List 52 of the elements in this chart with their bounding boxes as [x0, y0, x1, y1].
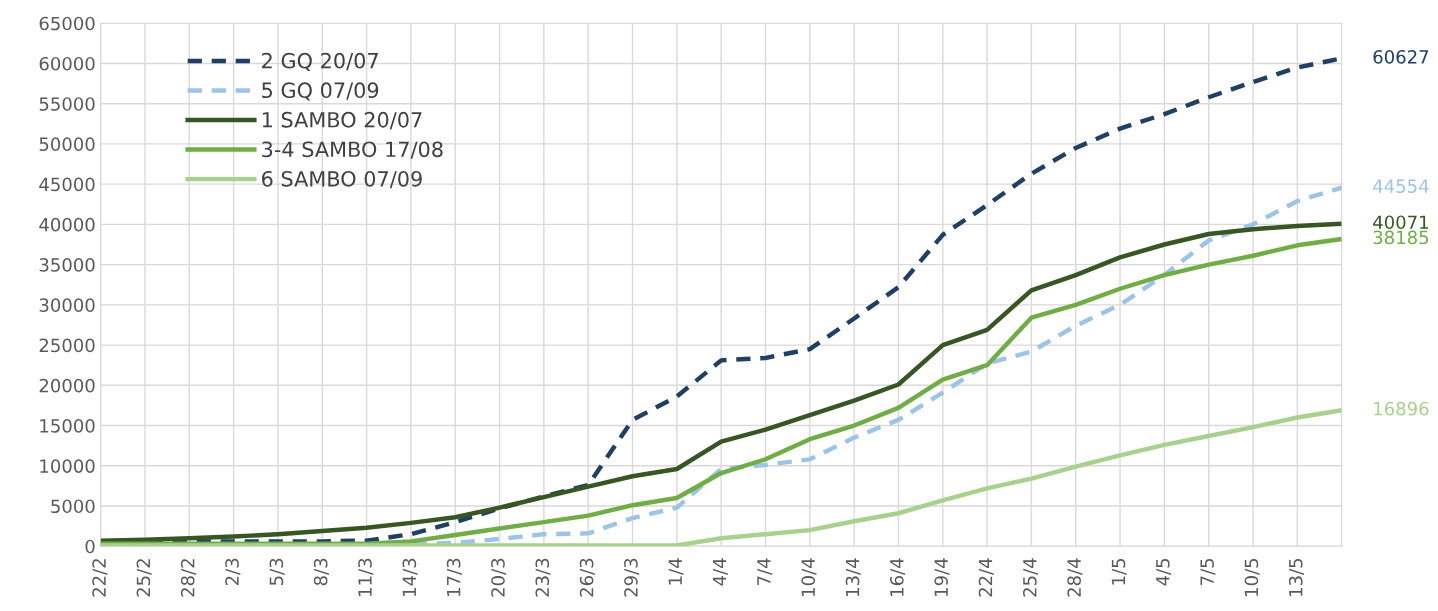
x-tick-label: 22/4: [978, 558, 994, 597]
x-tick-label: 28/4: [1067, 558, 1083, 597]
legend-label: 5 GQ 07/09: [262, 82, 379, 101]
x-tick-label: 11/3: [358, 558, 374, 596]
data-label: 40071: [1373, 215, 1428, 230]
data-label: 44554: [1373, 179, 1429, 193]
x-tick-label: 17/3: [446, 558, 462, 596]
legend-label: 2 GQ 20/07: [262, 52, 378, 71]
legend-label: 1 SAMBO 20/07: [262, 111, 422, 130]
x-tick-label: 8/3: [313, 558, 329, 586]
x-tick-label: 2/3: [225, 558, 241, 586]
x-tick-label: 29/3: [624, 558, 640, 597]
x-tick-label: 5/3: [269, 558, 285, 586]
x-tick-label: 4/4: [712, 558, 728, 586]
x-tick-label: 25/4: [1022, 558, 1039, 597]
x-tick-label: 1/5: [1111, 558, 1127, 585]
x-tick-label: 28/2: [180, 559, 196, 597]
x-tick-label: 4/5: [1156, 558, 1172, 586]
x-tick-label: 14/3: [402, 558, 418, 596]
x-tick-label: 7/5: [1200, 558, 1216, 585]
y-tick-label: 25000: [39, 338, 95, 353]
data-label: 16896: [1374, 401, 1429, 416]
legend-label: 6 SAMBO 07/09: [262, 170, 422, 189]
y-tick-label: 45000: [39, 177, 95, 192]
y-tick-label: 55000: [39, 97, 95, 111]
legend-label: 3-4 SAMBO 17/08: [262, 141, 443, 159]
x-tick-label: 25/2: [136, 559, 152, 597]
x-tick-label: 7/4: [757, 558, 773, 585]
x-tick-label: 13/5: [1288, 558, 1304, 596]
y-tick-label: 40000: [39, 217, 95, 232]
x-tick-label: 23/3: [535, 558, 551, 597]
x-tick-label: 13/4: [845, 558, 861, 596]
x-tick-label: 22/2: [92, 559, 108, 597]
x-tick-label: 19/4: [934, 558, 950, 596]
y-tick-label: 35000: [39, 258, 95, 272]
x-tick-label: 20/3: [491, 558, 507, 597]
x-tick-label: 26/3: [579, 558, 595, 597]
y-tick-label: 5000: [51, 499, 95, 514]
y-tick-label: 20000: [39, 378, 95, 393]
x-tick-label: 10/4: [801, 558, 817, 596]
x-tick-label: 1/4: [668, 558, 684, 585]
data-label: 60627: [1373, 49, 1429, 64]
y-tick-label: 10000: [40, 459, 95, 473]
y-tick-label: 30000: [39, 298, 95, 312]
x-tick-label: 16/4: [890, 558, 906, 596]
y-tick-label: 50000: [39, 137, 95, 152]
y-tick-label: 60000: [39, 56, 95, 71]
y-tick-label: 15000: [40, 419, 95, 433]
data-label: 38185: [1373, 230, 1429, 245]
x-tick-label: 10/5: [1244, 558, 1260, 596]
y-tick-label: 65000: [39, 16, 95, 31]
y-tick-label: 0: [85, 539, 95, 554]
